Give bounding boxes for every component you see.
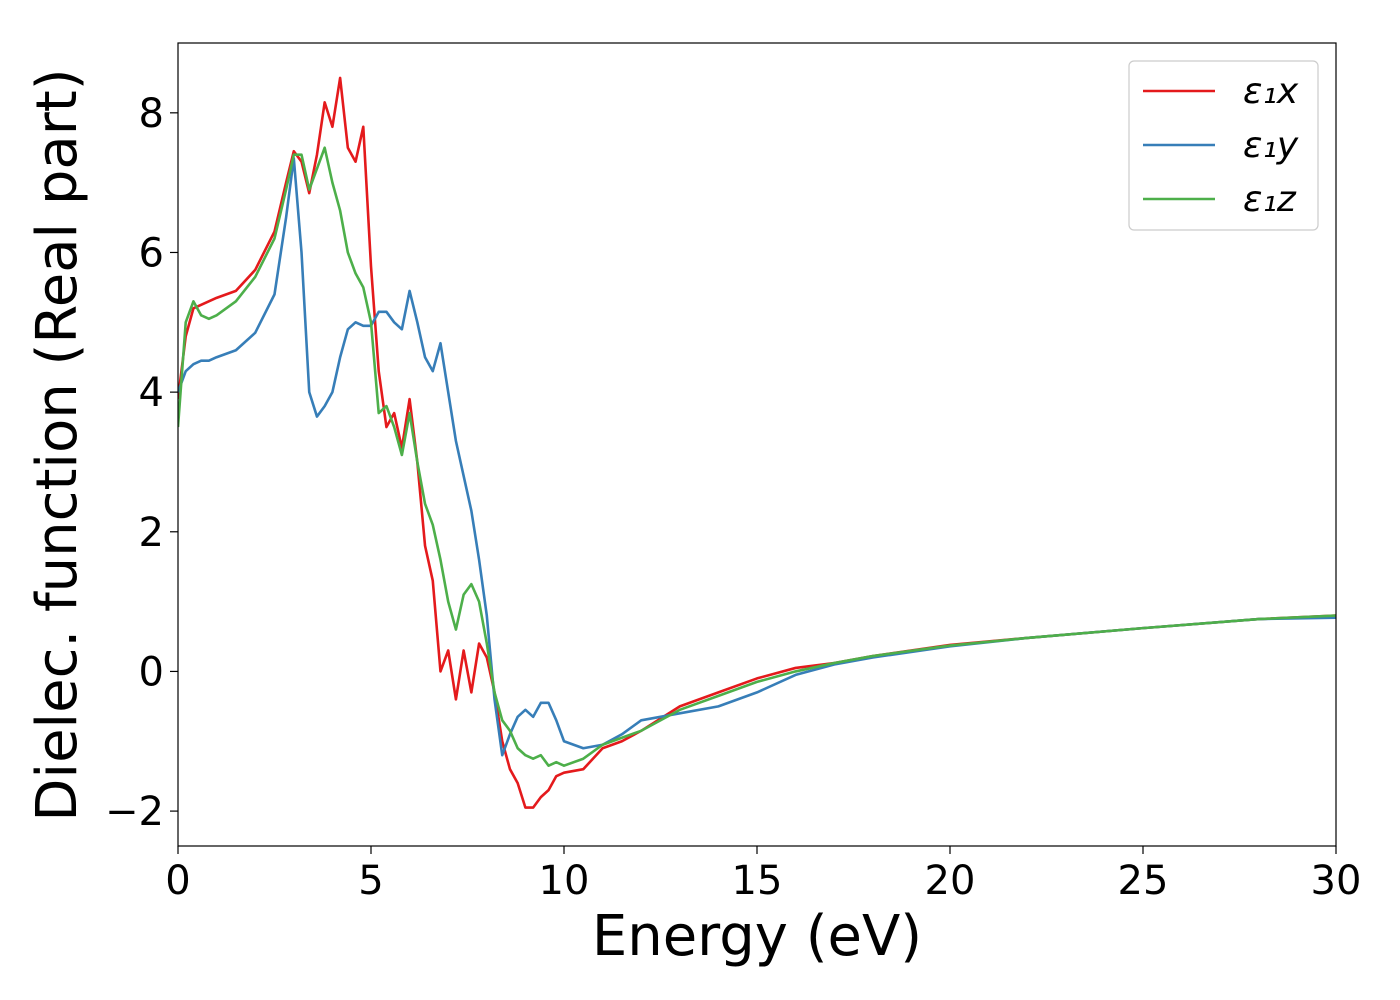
x-tick-label: 20 (925, 858, 976, 904)
x-tick-label: 0 (165, 858, 190, 904)
y-tick-label: 2 (139, 510, 164, 556)
legend-label: ε₁x (1243, 71, 1299, 112)
y-tick-label: 0 (139, 649, 164, 695)
y-axis-label: Dielec. function (Real part) (25, 68, 90, 821)
y-tick-label: 4 (139, 370, 164, 416)
x-tick-label: 30 (1311, 858, 1362, 904)
legend-label: ε₁z (1243, 179, 1297, 220)
plot-frame (177, 42, 1337, 847)
x-tick-label: 15 (732, 858, 783, 904)
y-tick-label: −2 (105, 789, 164, 835)
x-tick-label: 10 (539, 858, 590, 904)
legend-box (1128, 60, 1319, 231)
legend-label: ε₁y (1243, 125, 1299, 166)
y-tick-label: 8 (139, 91, 164, 137)
x-axis-label: Energy (eV) (592, 904, 922, 969)
y-tick-label: 6 (139, 230, 164, 276)
x-tick-label: 25 (1118, 858, 1169, 904)
series-line (178, 146, 1336, 767)
series-line (178, 76, 1336, 809)
x-tick-label: 5 (358, 858, 383, 904)
